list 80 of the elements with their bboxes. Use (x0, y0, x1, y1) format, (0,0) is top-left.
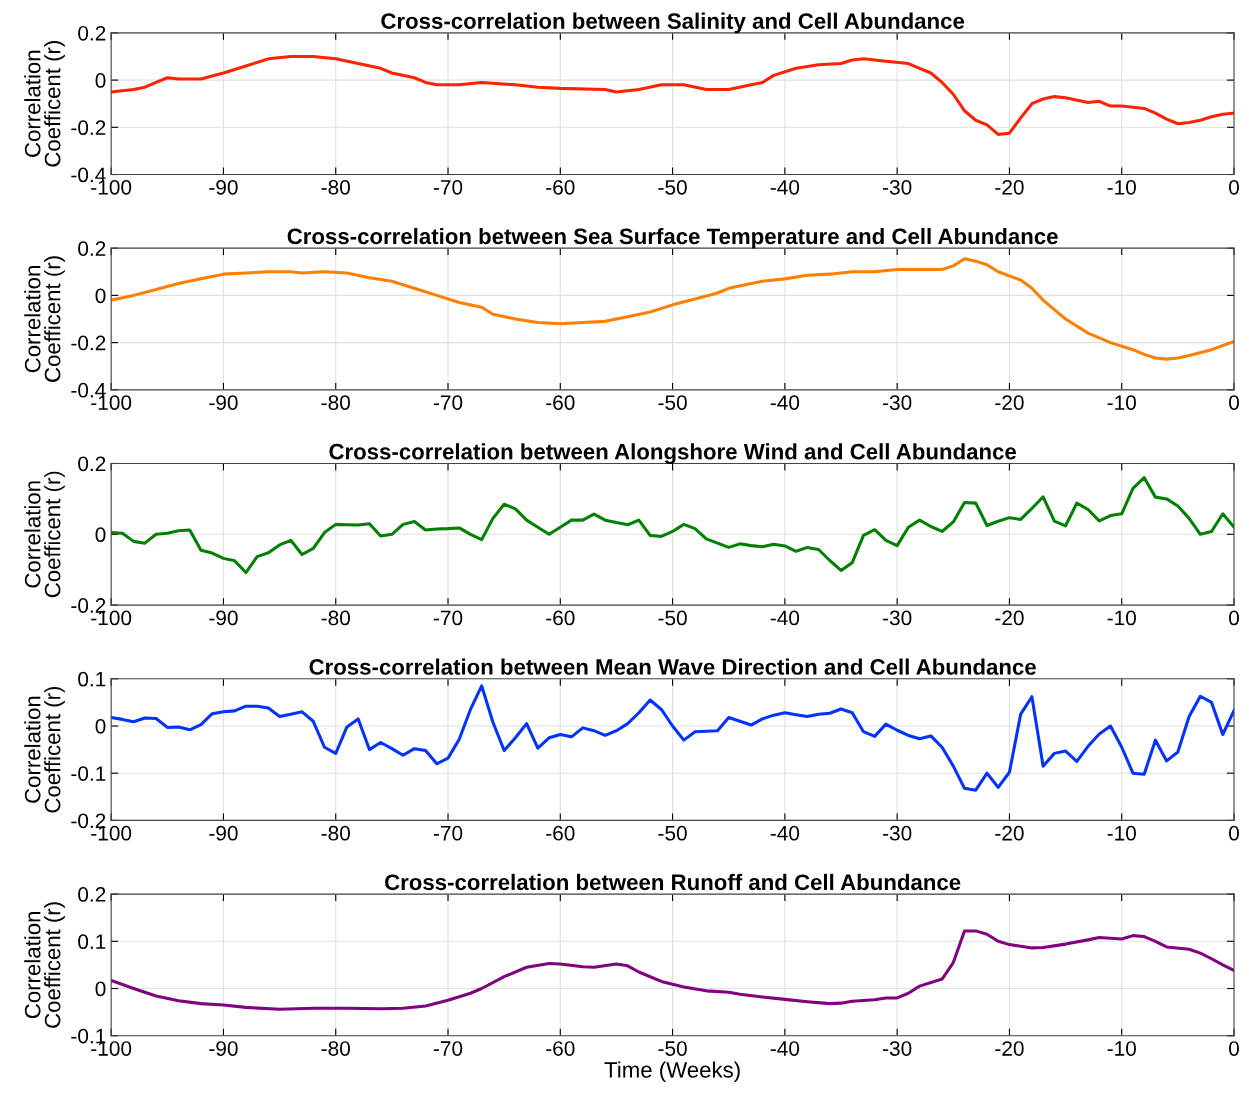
x-tick-label: -10 (1107, 610, 1136, 626)
y-axis-title: Correlation Coefficent (r) (24, 471, 65, 598)
x-tick-label: -40 (770, 1041, 800, 1056)
y-tick-label: -0.1 (71, 766, 106, 781)
y-tick-label: 0 (95, 527, 106, 543)
line-series (111, 54, 1235, 136)
x-tick-label: -30 (883, 825, 912, 841)
line-series (111, 929, 1235, 1011)
y-axis-title: Correlation Coefficent (r) (24, 41, 65, 167)
x-tick-label: -20 (995, 179, 1024, 195)
y-axis-title: Correlation Coefficent (r) (24, 902, 65, 1028)
y-tick-label: 0.1 (78, 671, 106, 687)
x-tick-label: -90 (209, 610, 238, 626)
x-tick-label: -10 (1107, 179, 1136, 195)
line-series (111, 476, 1235, 575)
x-tick-label: -90 (209, 179, 238, 195)
y-tick-label: 0.2 (78, 25, 106, 41)
x-tick-label: -50 (658, 395, 687, 410)
x-tick-label: -60 (546, 1041, 575, 1056)
y-tick-label: -0.2 (71, 120, 106, 136)
x-tick-label: -50 (658, 610, 687, 626)
y-tick-label: 0 (95, 981, 106, 997)
x-tick-label: 0 (1229, 825, 1239, 841)
x-tick-label: -40 (770, 610, 800, 626)
x-tick-label: -60 (546, 825, 575, 841)
y-tick-label: 0 (95, 718, 106, 734)
y-tick-label: 0.1 (78, 934, 106, 950)
x-tick-label: -80 (321, 1041, 350, 1056)
x-tick-label: -60 (546, 610, 575, 626)
chart-title: Cross-correlation between Mean Wave Direction and Cell Abundance (309, 658, 1036, 675)
y-axis-title: Correlation Coefficent (r) (24, 256, 65, 382)
x-tick-label: -30 (883, 395, 912, 410)
x-tick-label: -90 (209, 1041, 238, 1056)
x-tick-label: -30 (883, 610, 912, 626)
x-tick-label: -90 (209, 825, 238, 841)
x-tick-label: 0 (1229, 610, 1239, 626)
x-tick-label: -20 (995, 395, 1024, 410)
y-tick-label: 0 (95, 288, 106, 304)
x-tick-label: -10 (1107, 1041, 1136, 1056)
y-tick-label: 0.2 (78, 241, 106, 256)
x-tick-label: -80 (321, 395, 350, 410)
x-tick-label: -70 (433, 395, 463, 410)
y-tick-label: -0.2 (71, 335, 106, 351)
x-tick-label: -50 (658, 179, 687, 195)
x-tick-label: 0 (1229, 1041, 1239, 1056)
x-tick-label: -70 (433, 825, 463, 841)
x-tick-label: -20 (995, 825, 1024, 841)
x-tick-label: -70 (433, 1041, 463, 1056)
x-tick-label: -60 (546, 395, 575, 410)
y-tick-label: 0.2 (78, 887, 106, 902)
x-tick-label: -30 (883, 1041, 912, 1056)
x-tick-label: -40 (770, 179, 800, 195)
y-tick-label: 0.2 (78, 456, 106, 472)
x-tick-label: -40 (770, 825, 800, 841)
x-tick-label: 0 (1229, 395, 1239, 410)
chart-title: Cross-correlation between Runoff and Cell Abundance (385, 873, 961, 891)
chart-title: Cross-correlation between Alongshore Wind and Cell Abundance (329, 443, 1017, 465)
x-tick-label: -50 (658, 1041, 687, 1056)
x-tick-label: -10 (1107, 395, 1136, 410)
x-tick-label: 0 (1229, 179, 1239, 195)
y-tick-label: 0 (95, 73, 106, 88)
x-tick-label: -30 (883, 179, 912, 195)
x-tick-label: -20 (995, 1041, 1024, 1056)
x-tick-label: -80 (321, 179, 350, 195)
x-tick-label: -60 (546, 179, 575, 195)
x-tick-label: -80 (321, 825, 350, 841)
x-tick-label: -20 (995, 610, 1024, 626)
line-series (111, 257, 1235, 361)
x-tick-label: -10 (1107, 825, 1136, 841)
chart-title: Cross-correlation between Salinity and Cell Abundance (381, 12, 965, 34)
chart-title: Cross-correlation between Sea Surface Temperature and Cell Abundance (287, 227, 1058, 249)
y-axis-title: Correlation Coefficent (r) (24, 686, 65, 813)
line-series (111, 684, 1235, 792)
x-tick-label: -90 (209, 395, 238, 410)
x-tick-label: -50 (658, 825, 687, 841)
x-axis-title: Time (Weeks) (604, 1061, 740, 1083)
x-tick-label: -70 (433, 610, 463, 626)
x-tick-label: -70 (433, 179, 463, 195)
x-tick-label: -80 (321, 610, 350, 626)
x-tick-label: -40 (770, 395, 800, 410)
